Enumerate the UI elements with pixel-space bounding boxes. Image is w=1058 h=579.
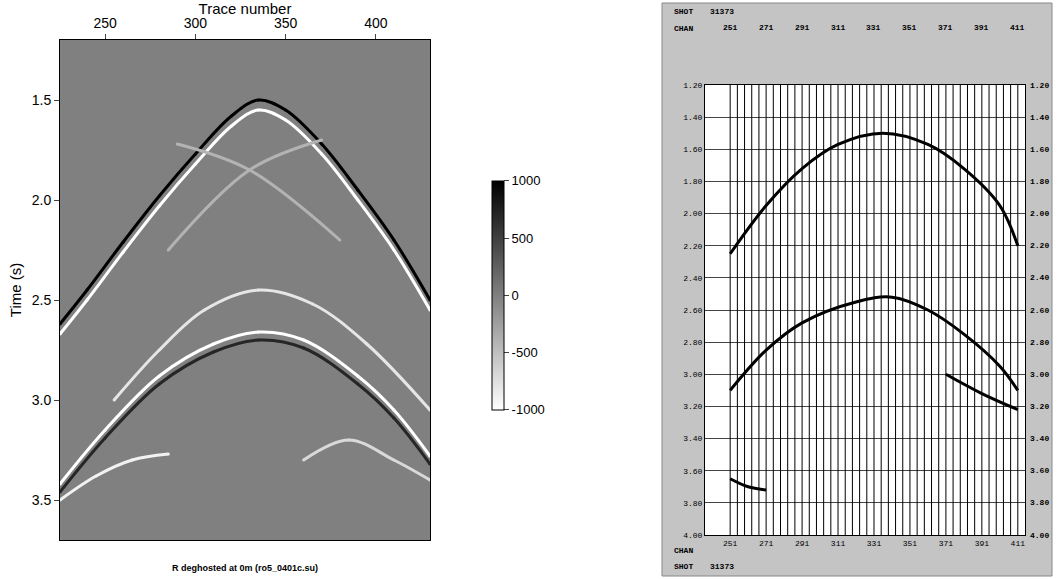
svg-text:271: 271	[759, 539, 774, 548]
svg-text:391: 391	[974, 23, 989, 32]
svg-text:-1000: -1000	[512, 402, 545, 417]
svg-text:Time (s): Time (s)	[7, 263, 24, 317]
svg-text:1000: 1000	[512, 173, 541, 188]
svg-text:3.60: 3.60	[1030, 466, 1049, 475]
svg-text:3.40: 3.40	[683, 434, 702, 443]
svg-text:251: 251	[723, 539, 738, 548]
svg-text:31373: 31373	[710, 562, 734, 571]
svg-text:3.80: 3.80	[683, 499, 702, 508]
svg-text:3.5: 3.5	[32, 492, 52, 508]
svg-text:0: 0	[512, 288, 519, 303]
svg-text:2.40: 2.40	[683, 274, 702, 283]
svg-text:1.40: 1.40	[683, 113, 702, 122]
svg-text:2.80: 2.80	[683, 338, 702, 347]
svg-text:2.60: 2.60	[1030, 306, 1049, 315]
svg-text:4.00: 4.00	[683, 531, 702, 540]
svg-text:411: 411	[1010, 23, 1025, 32]
svg-text:2.0: 2.0	[32, 192, 52, 208]
svg-text:2.00: 2.00	[683, 209, 702, 218]
svg-text:2.60: 2.60	[683, 306, 702, 315]
svg-text:251: 251	[723, 23, 738, 32]
svg-text:1.60: 1.60	[1030, 145, 1049, 154]
svg-text:4.00: 4.00	[1030, 531, 1049, 540]
svg-text:1.20: 1.20	[683, 81, 702, 90]
svg-text:391: 391	[975, 539, 990, 548]
svg-text:2.00: 2.00	[1030, 209, 1049, 218]
svg-text:3.80: 3.80	[1030, 498, 1049, 507]
svg-text:3.20: 3.20	[683, 402, 702, 411]
svg-text:350: 350	[274, 15, 298, 31]
svg-text:1.40: 1.40	[1030, 113, 1049, 122]
svg-text:3.60: 3.60	[683, 467, 702, 476]
svg-text:-500: -500	[512, 345, 538, 360]
svg-text:1.20: 1.20	[1030, 81, 1049, 90]
svg-text:411: 411	[1011, 539, 1026, 548]
svg-text:250: 250	[93, 15, 117, 31]
svg-text:311: 311	[831, 23, 846, 32]
svg-text:300: 300	[184, 15, 208, 31]
svg-text:2.5: 2.5	[32, 292, 52, 308]
svg-text:31373: 31373	[710, 7, 734, 16]
svg-text:3.00: 3.00	[683, 370, 702, 379]
svg-text:351: 351	[902, 23, 917, 32]
svg-text:2.20: 2.20	[683, 242, 702, 251]
svg-text:271: 271	[759, 23, 774, 32]
svg-text:SHOT: SHOT	[674, 562, 693, 571]
svg-text:351: 351	[903, 539, 918, 548]
svg-text:291: 291	[795, 539, 810, 548]
svg-text:1.80: 1.80	[1030, 177, 1049, 186]
svg-text:3.40: 3.40	[1030, 434, 1049, 443]
svg-text:400: 400	[364, 15, 388, 31]
svg-text:Trace number: Trace number	[199, 0, 292, 17]
svg-text:CHAN: CHAN	[674, 24, 693, 33]
svg-text:1.80: 1.80	[683, 177, 702, 186]
svg-text:3.0: 3.0	[32, 392, 52, 408]
svg-text:1.60: 1.60	[683, 145, 702, 154]
svg-text:2.20: 2.20	[1030, 241, 1049, 250]
svg-text:CHAN: CHAN	[674, 546, 693, 555]
svg-text:371: 371	[939, 539, 954, 548]
svg-text:291: 291	[795, 23, 810, 32]
svg-text:311: 311	[831, 539, 846, 548]
svg-text:SHOT: SHOT	[674, 7, 693, 16]
svg-text:371: 371	[938, 23, 953, 32]
svg-text:3.20: 3.20	[1030, 402, 1049, 411]
svg-text:2.40: 2.40	[1030, 273, 1049, 282]
svg-text:331: 331	[866, 23, 881, 32]
svg-text:R deghosted at 0m (ro5_0401c.s: R deghosted at 0m (ro5_0401c.su)	[172, 563, 318, 573]
svg-text:331: 331	[867, 539, 882, 548]
svg-text:3.00: 3.00	[1030, 370, 1049, 379]
svg-text:1.5: 1.5	[32, 92, 52, 108]
svg-text:500: 500	[512, 231, 534, 246]
svg-text:2.80: 2.80	[1030, 338, 1049, 347]
